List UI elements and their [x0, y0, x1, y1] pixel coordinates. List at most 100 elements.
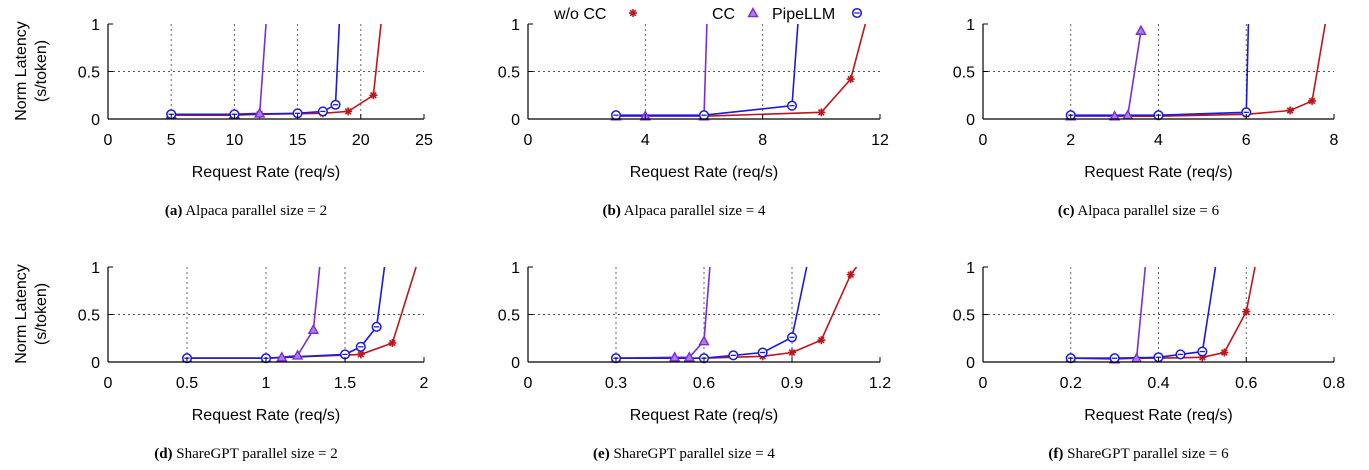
data-point-wocc-stroke-3	[817, 336, 825, 344]
legend-label-2: CC	[712, 6, 735, 23]
series-group	[615, 266, 858, 360]
data-point-cc	[1135, 24, 1147, 35]
data-point-wocc-stroke-3	[788, 349, 796, 356]
subfigure-caption: (e) ShareGPT parallel size = 4	[593, 446, 775, 462]
data-point-wocc-stroke-3	[1242, 308, 1250, 316]
caption-text: ShareGPT parallel size = 6	[1063, 446, 1229, 462]
caption-text: Alpaca parallel size = 2	[182, 203, 327, 219]
data-point-wocc	[388, 339, 397, 347]
series-line-pipellm	[187, 266, 386, 360]
data-point-wocc-stroke-3	[817, 108, 825, 116]
x-axis-label: Request Rate (req/s)	[630, 407, 779, 424]
x-tick-label: 8	[1330, 132, 1339, 149]
legend-marker-triangle	[747, 7, 759, 18]
caption-tag: (c)	[1058, 203, 1075, 219]
legend-marker-star-stroke-3	[629, 9, 637, 17]
legend: w/o CC CC PipeLLM	[553, 6, 863, 23]
data-point-wocc	[817, 336, 826, 345]
x-tick-label: 8	[758, 132, 767, 149]
data-point-pipellm	[728, 350, 739, 361]
series-group	[171, 23, 382, 116]
y-tick-label: 0.5	[78, 65, 100, 82]
series-group	[1070, 23, 1326, 117]
data-point-wocc	[344, 107, 353, 116]
x-tick-label: 0.6	[693, 375, 715, 392]
data-point-wocc-stroke-3	[847, 271, 855, 278]
data-point-wocc	[1220, 348, 1229, 357]
x-tick-label: 1	[262, 375, 271, 392]
data-point-cc	[253, 107, 266, 118]
series-line-wocc	[187, 266, 417, 360]
data-point-pipellm	[757, 347, 768, 358]
caption-tag: (f)	[1048, 446, 1063, 462]
data-point-cc	[668, 351, 681, 362]
caption-text: Alpaca parallel size = 4	[621, 203, 766, 219]
data-point-cc	[683, 351, 696, 362]
subfigure-caption: (a) Alpaca parallel size = 2	[165, 203, 327, 219]
chart-panel-4: 0 0.5 1 1.5 2 0 0.5 1 Request Rate (req/s) (d) Sh…	[78, 260, 429, 462]
data-point-pipellm	[1197, 346, 1208, 357]
y-tick-label: 0	[91, 355, 100, 372]
data-point-wocc	[1308, 96, 1317, 105]
data-point-wocc	[788, 348, 796, 357]
data-point-pipellm	[355, 341, 366, 352]
chart-panel-6: 0 0.2 0.4 0.6 0.8 0 0.5 1 Request Rate (req/s) (f…	[953, 260, 1345, 462]
x-tick-label: 0	[104, 132, 113, 149]
data-point-pipellm	[1175, 349, 1186, 360]
subfigure-caption: (c) Alpaca parallel size = 6	[1058, 203, 1220, 219]
caption-tag: (e)	[593, 446, 610, 462]
series-line-wocc	[1070, 23, 1326, 117]
data-point-cc	[698, 335, 710, 346]
x-tick-label: 4	[1154, 132, 1163, 149]
series-line-wocc	[171, 23, 382, 116]
series-line-wocc	[616, 23, 867, 117]
y-tick-label: 1	[91, 17, 100, 34]
data-point-wocc-stroke-3	[344, 108, 352, 115]
y-axis-title-row-2: Norm Latency (s/token)	[13, 264, 50, 364]
x-tick-label: 0.9	[781, 375, 803, 392]
x-tick-label: 5	[167, 132, 176, 149]
data-point-pipellm	[698, 110, 710, 121]
x-tick-label: 0	[104, 375, 113, 392]
x-tick-label: 0.8	[1323, 375, 1345, 392]
y-tick-label: 0	[91, 112, 100, 129]
x-tick-label: 0	[979, 132, 988, 149]
y-tick-label: 0	[966, 112, 975, 129]
x-tick-label: 0	[524, 375, 533, 392]
data-point-wocc-stroke-3	[389, 339, 396, 347]
series-line-cc	[171, 23, 267, 116]
x-tick-label: 2	[1066, 132, 1075, 149]
y-tick-label: 0	[511, 355, 520, 372]
subfigure-caption: (f) ShareGPT parallel size = 6	[1048, 446, 1229, 462]
x-tick-label: 0.5	[176, 375, 198, 392]
series-line-pipellm	[616, 23, 799, 116]
x-axis-label: Request Rate (req/s)	[1084, 407, 1233, 424]
y-tick-label: 0	[966, 355, 975, 372]
y-tick-label: 0.5	[498, 308, 520, 325]
data-point-pipellm	[1109, 353, 1120, 364]
x-tick-label: 1.2	[869, 375, 891, 392]
x-tick-label: 4	[641, 132, 650, 149]
data-point-wocc	[369, 91, 378, 100]
y-tick-label: 0.5	[953, 65, 975, 82]
data-point-pipellm	[786, 100, 798, 111]
subfigure-caption: (b) Alpaca parallel size = 4	[603, 203, 766, 219]
subfigure-caption: (d) ShareGPT parallel size = 2	[154, 446, 338, 462]
series-line-pipellm	[616, 266, 808, 360]
series-line-cc	[1070, 266, 1147, 360]
data-point-wocc	[1286, 106, 1295, 115]
series-line-cc	[616, 23, 708, 117]
y-tick-label: 0	[511, 112, 520, 129]
chart-panel-3: 0 2 4 6 8 0 0.5 1 Request Rate (req/s) (c) Alpaca…	[953, 17, 1339, 219]
x-tick-label: 1.5	[334, 375, 356, 392]
caption-text: Alpaca parallel size = 6	[1075, 203, 1220, 219]
series-line-cc	[1070, 30, 1142, 117]
series-line-cc	[187, 266, 321, 360]
x-tick-label: 2	[420, 375, 429, 392]
y-axis-title-line2: (s/token)	[33, 283, 50, 345]
series-line-wocc	[1070, 266, 1256, 360]
data-point-wocc-stroke-3	[1308, 97, 1316, 105]
chart-panel-5: 0 0.3 0.6 0.9 1.2 0 0.5 1 Request Rate (req/s) (e…	[498, 260, 891, 462]
x-tick-label: 0.4	[1147, 375, 1169, 392]
y-tick-label: 1	[91, 260, 100, 277]
